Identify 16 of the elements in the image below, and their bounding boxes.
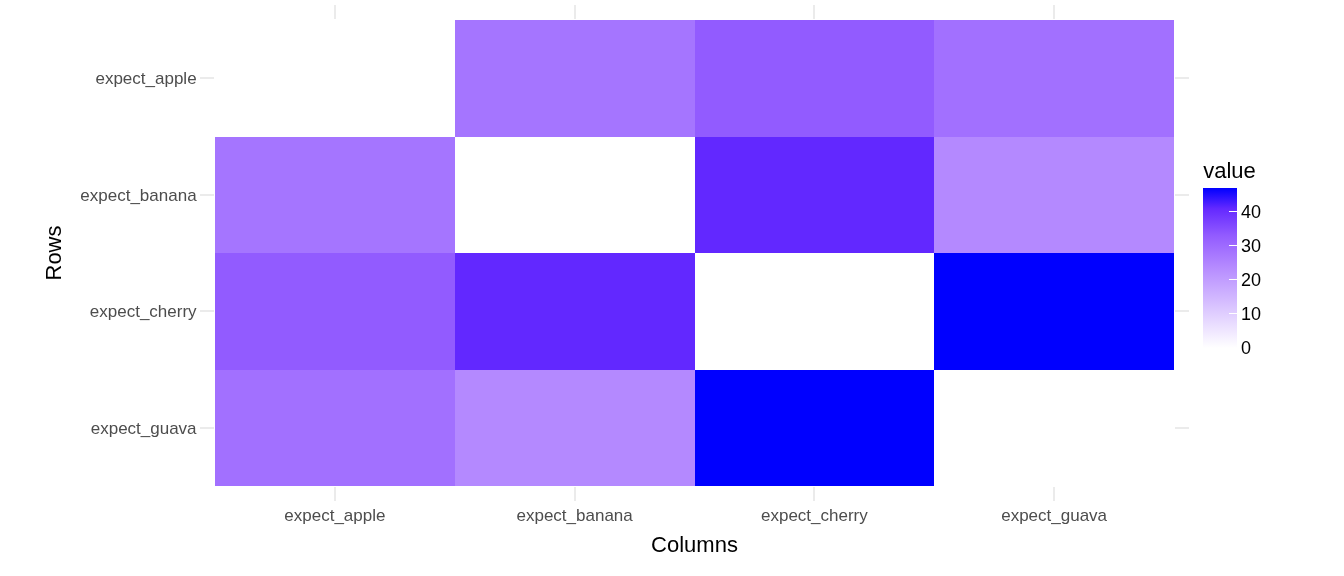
x-tick-label: expect_banana [516,506,634,526]
color-bar-label: 0 [1241,338,1252,359]
x-tick-label: expect_guava [1001,506,1108,526]
y-tick-label: expect_guava [90,418,198,438]
color-bar-label: 40 [1241,202,1262,223]
color-bar-label: 30 [1241,236,1262,257]
x-tick-label: expect_cherry [760,506,869,526]
x-tick-label: expect_apple [284,506,386,526]
y-tick-label: expect_apple [95,69,197,89]
x-axis-title: Columns [651,532,738,558]
color-bar-title: value [1203,157,1256,183]
y-axis-title: Rows [41,225,67,281]
color-bar-label: 10 [1241,304,1262,325]
color-bar-label: 20 [1241,270,1262,291]
y-tick-label: expect_cherry [89,302,198,322]
y-tick-label: expect_banana [80,185,198,205]
